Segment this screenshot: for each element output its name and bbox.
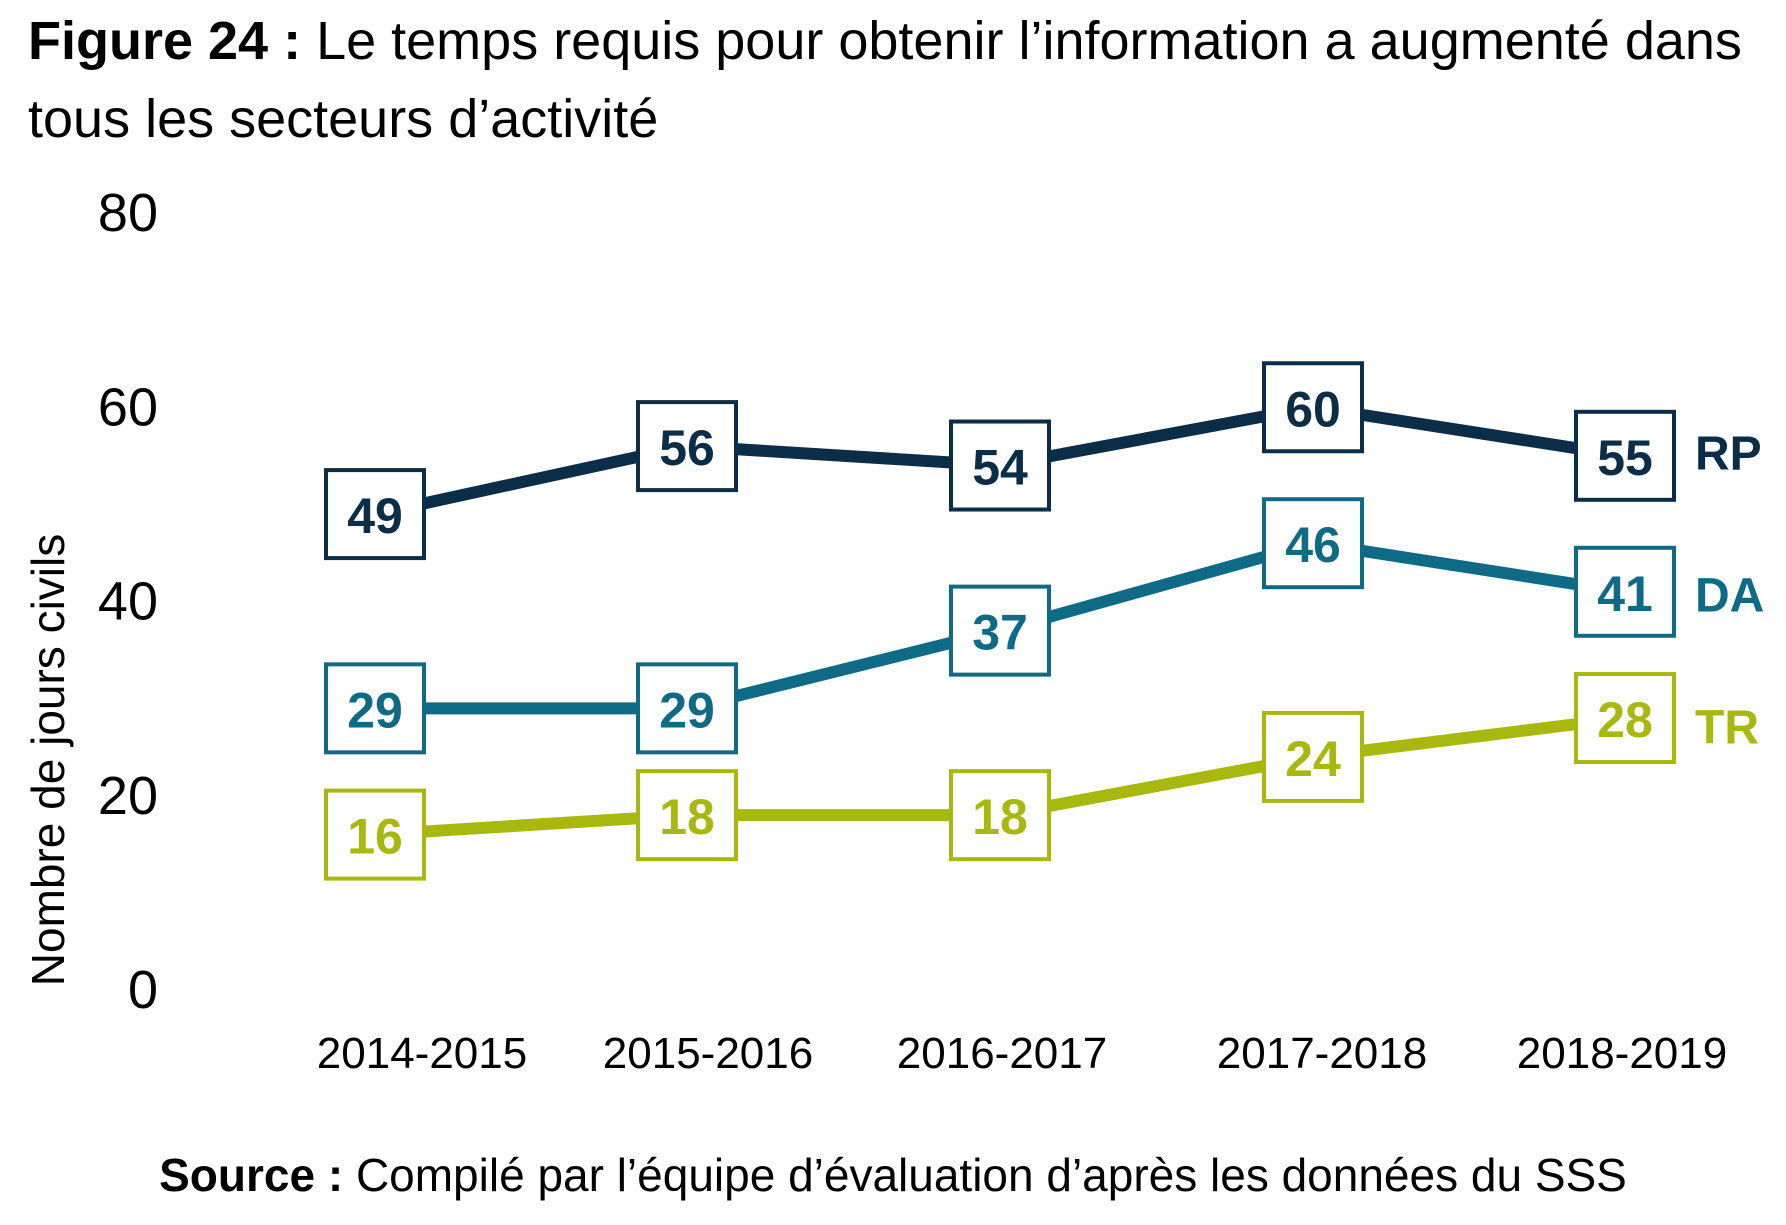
data-point-TR: 16	[324, 788, 426, 881]
data-point-RP: 54	[949, 419, 1051, 512]
y-tick-label: 40	[98, 572, 158, 632]
data-point-DA: 41	[1574, 545, 1676, 638]
data-marker	[1262, 361, 1364, 454]
data-point-TR: 18	[636, 769, 738, 862]
data-point-DA: 37	[949, 584, 1051, 677]
data-label: 16	[347, 809, 403, 865]
y-axis-label: Nombre de jours civils	[22, 534, 74, 986]
data-marker	[949, 419, 1051, 512]
data-marker	[1574, 672, 1676, 765]
y-tick-label: 80	[98, 183, 158, 243]
series-name-RP: RP	[1695, 427, 1762, 480]
data-marker	[324, 788, 426, 881]
x-tick-label: 2014-2015	[317, 1029, 527, 1078]
data-marker	[1262, 710, 1364, 803]
figure-title-text: Le temps requis pour obtenir l’informati…	[28, 11, 1742, 149]
x-tick-label: 2016-2017	[897, 1029, 1107, 1078]
series-legend: RP DA TR	[1695, 427, 1764, 754]
data-marker	[324, 662, 426, 755]
data-label: 54	[972, 440, 1028, 496]
data-marker	[636, 662, 738, 755]
data-point-RP: 56	[636, 400, 738, 493]
data-point-RP: 60	[1262, 361, 1364, 454]
data-label: 46	[1285, 517, 1341, 573]
y-tick-label: 0	[128, 960, 158, 1020]
data-label: 24	[1285, 731, 1341, 787]
data-marker	[636, 400, 738, 493]
data-marker	[949, 584, 1051, 677]
data-label: 28	[1597, 692, 1653, 748]
data-label: 56	[659, 420, 715, 476]
data-point-DA: 46	[1262, 497, 1364, 590]
series-markers: 49 56 54 60 55 29 29 37 46 41 16 18 18 24 28	[324, 361, 1676, 881]
source-note: Source : Compilé par l’équipe d’évaluati…	[0, 1145, 1786, 1205]
y-tick-label: 60	[98, 377, 158, 437]
data-point-DA: 29	[324, 662, 426, 755]
source-text: Compilé par l’équipe d’évaluation d’aprè…	[355, 1149, 1627, 1201]
data-marker	[1574, 409, 1676, 502]
data-marker	[1262, 497, 1364, 590]
data-label: 18	[972, 789, 1028, 845]
data-label: 29	[347, 682, 403, 738]
data-label: 60	[1285, 381, 1341, 437]
data-label: 41	[1597, 566, 1653, 622]
data-label: 18	[659, 789, 715, 845]
x-tick-label: 2018-2019	[1517, 1029, 1727, 1078]
x-tick-label: 2017-2018	[1217, 1029, 1427, 1078]
data-label: 49	[347, 488, 403, 544]
data-marker	[636, 769, 738, 862]
chart-title: Figure 24 : Le temps requis pour obtenir…	[28, 2, 1768, 158]
source-lead: Source :	[159, 1149, 344, 1201]
data-marker	[324, 468, 426, 561]
data-label: 29	[659, 682, 715, 738]
data-marker	[1574, 545, 1676, 638]
data-point-DA: 29	[636, 662, 738, 755]
x-tick-label: 2015-2016	[603, 1029, 813, 1078]
data-point-RP: 49	[324, 468, 426, 561]
data-point-TR: 18	[949, 769, 1051, 862]
figure-number: Figure 24 :	[28, 11, 302, 71]
data-point-RP: 55	[1574, 409, 1676, 502]
y-axis: 0 20 40 60 80 Nombre de jours civils	[22, 183, 158, 1020]
data-label: 55	[1597, 430, 1653, 486]
x-axis: 2014-2015 2015-2016 2016-2017 2017-2018 2018…	[317, 1029, 1727, 1078]
data-point-TR: 24	[1262, 710, 1364, 803]
y-tick-label: 20	[98, 766, 158, 826]
data-marker	[949, 769, 1051, 862]
series-name-DA: DA	[1695, 569, 1764, 622]
series-name-TR: TR	[1695, 702, 1759, 755]
data-point-TR: 28	[1574, 672, 1676, 765]
data-label: 37	[972, 605, 1028, 661]
